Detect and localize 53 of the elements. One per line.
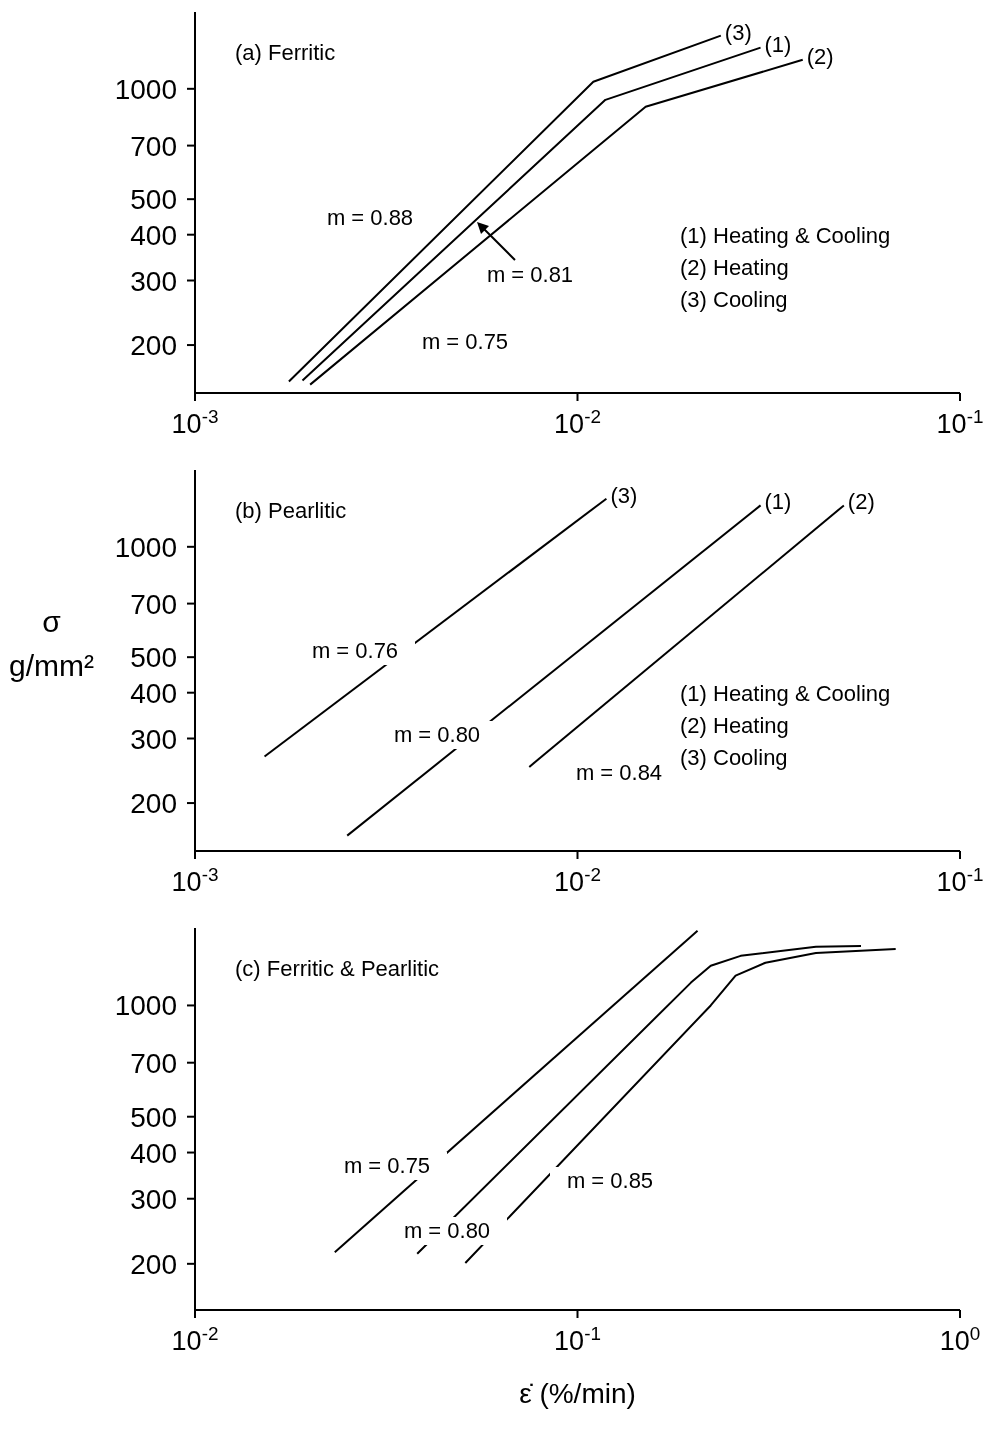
y-tick-label: 400 <box>130 677 177 709</box>
x-tick-label: 10$^{0}$ <box>939 1322 981 1356</box>
y-tick-label: 300 <box>130 265 177 297</box>
x-tick-label: 10$^{-3}$ <box>171 863 219 897</box>
series-label: (3) <box>724 19 752 45</box>
y-tick-label: 400 <box>130 219 177 251</box>
series-label: (1) <box>764 489 792 515</box>
annotation: (2) Heating <box>680 254 790 282</box>
annotation: m = 0.81 <box>470 261 590 289</box>
annotation: (3) Cooling <box>680 744 789 772</box>
annotation: m = 0.76 <box>295 637 415 665</box>
annotation: (2) Heating <box>680 712 790 740</box>
y-tick-label: 200 <box>130 330 177 362</box>
text: (b) Pearlitic <box>235 498 347 524</box>
annotation: m = 0.80 <box>387 1217 507 1245</box>
x-tick-label: 10$^{-2}$ <box>554 405 601 439</box>
x-tick-label: 10$^{-2}$ <box>554 863 601 897</box>
annotation: m = 0.75 <box>405 328 525 356</box>
y-tick-label: 500 <box>130 642 177 674</box>
x-axis-title: ε̇ (%/min) <box>518 1378 637 1410</box>
y-tick-label: 1000 <box>114 531 177 563</box>
y-tick-label: 200 <box>130 788 177 820</box>
y-tick-label: 400 <box>130 1137 177 1169</box>
series-label: (3) <box>610 482 638 508</box>
x-tick-label: 10$^{-1}$ <box>936 863 984 897</box>
annotation: (1) Heating & Cooling <box>680 680 891 708</box>
text: (c) Ferritic & Pearlitic <box>235 956 440 982</box>
text: (a) Ferritic <box>235 40 336 66</box>
annotation: m = 0.80 <box>377 721 497 749</box>
annotation: m = 0.85 <box>550 1167 670 1195</box>
series-label: (2) <box>847 489 875 515</box>
y-tick-label: 1000 <box>114 73 177 105</box>
y-axis-title: σ g/mm² <box>8 604 95 684</box>
y-tick-label: 500 <box>130 1101 177 1133</box>
y-tick-label: 700 <box>130 588 177 620</box>
x-tick-label: 10$^{-1}$ <box>936 405 984 439</box>
x-tick-label: 10$^{-1}$ <box>554 1322 601 1356</box>
annotation: (3) Cooling <box>680 286 789 314</box>
annotation: (1) Heating & Cooling <box>680 222 891 250</box>
y-tick-label: 200 <box>130 1248 177 1280</box>
y-tick-label: 700 <box>130 130 177 162</box>
y-tick-label: 300 <box>130 723 177 755</box>
x-tick-label: 10$^{-2}$ <box>171 1322 219 1356</box>
y-tick-label: 500 <box>130 184 177 216</box>
series-label: (2) <box>806 43 834 69</box>
y-tick-label: 700 <box>130 1047 177 1079</box>
series-label: (1) <box>764 31 792 57</box>
y-tick-label: 1000 <box>114 990 177 1022</box>
annotation: m = 0.88 <box>310 204 430 232</box>
y-tick-label: 300 <box>130 1183 177 1215</box>
x-tick-label: 10$^{-3}$ <box>171 405 219 439</box>
annotation: m = 0.75 <box>327 1152 447 1180</box>
annotation: m = 0.84 <box>559 759 679 787</box>
